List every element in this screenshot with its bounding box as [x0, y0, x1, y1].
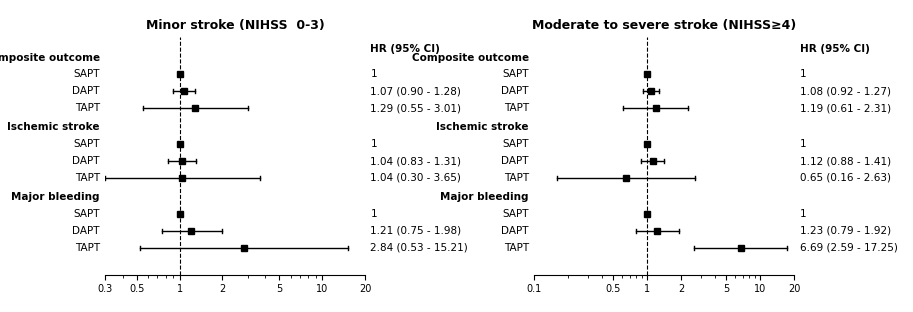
Text: TAPT: TAPT [504, 173, 529, 183]
Text: Major bleeding: Major bleeding [11, 192, 100, 202]
Text: 1.19 (0.61 - 2.31): 1.19 (0.61 - 2.31) [800, 103, 891, 113]
Text: TAPT: TAPT [75, 173, 100, 183]
Text: Major bleeding: Major bleeding [440, 192, 529, 202]
Text: TAPT: TAPT [504, 103, 529, 113]
Text: SAPT: SAPT [73, 70, 100, 80]
Text: 1: 1 [800, 70, 806, 80]
Text: 1.23 (0.79 - 1.92): 1.23 (0.79 - 1.92) [800, 226, 891, 236]
Text: 1.21 (0.75 - 1.98): 1.21 (0.75 - 1.98) [371, 226, 461, 236]
Text: DAPT: DAPT [72, 226, 100, 236]
Text: 1: 1 [800, 139, 806, 149]
Text: SAPT: SAPT [502, 209, 529, 219]
Text: DAPT: DAPT [501, 156, 529, 166]
Text: 1.29 (0.55 - 3.01): 1.29 (0.55 - 3.01) [371, 103, 461, 113]
Text: Ischemic stroke: Ischemic stroke [436, 122, 529, 132]
Text: 1.08 (0.92 - 1.27): 1.08 (0.92 - 1.27) [800, 86, 890, 96]
Text: Composite outcome: Composite outcome [412, 53, 529, 63]
Text: SAPT: SAPT [73, 209, 100, 219]
Text: 0.65 (0.16 - 2.63): 0.65 (0.16 - 2.63) [800, 173, 890, 183]
Text: 1.04 (0.30 - 3.65): 1.04 (0.30 - 3.65) [371, 173, 461, 183]
Text: Ischemic stroke: Ischemic stroke [7, 122, 100, 132]
Text: 2.84 (0.53 - 15.21): 2.84 (0.53 - 15.21) [371, 243, 468, 253]
Text: Composite outcome: Composite outcome [0, 53, 100, 63]
Text: DAPT: DAPT [72, 156, 100, 166]
Text: SAPT: SAPT [73, 139, 100, 149]
Text: 1: 1 [371, 139, 377, 149]
Text: TAPT: TAPT [75, 103, 100, 113]
Text: 1.07 (0.90 - 1.28): 1.07 (0.90 - 1.28) [371, 86, 461, 96]
Text: DAPT: DAPT [501, 86, 529, 96]
Text: 1.04 (0.83 - 1.31): 1.04 (0.83 - 1.31) [371, 156, 461, 166]
Text: 1.12 (0.88 - 1.41): 1.12 (0.88 - 1.41) [800, 156, 891, 166]
Title: Moderate to severe stroke (NIHSS≥4): Moderate to severe stroke (NIHSS≥4) [532, 19, 796, 32]
Text: TAPT: TAPT [75, 243, 100, 253]
Text: SAPT: SAPT [502, 139, 529, 149]
Text: SAPT: SAPT [502, 70, 529, 80]
Title: Minor stroke (NIHSS  0-3): Minor stroke (NIHSS 0-3) [146, 19, 324, 32]
Text: TAPT: TAPT [504, 243, 529, 253]
Text: HR (95% CI): HR (95% CI) [800, 44, 869, 54]
Text: DAPT: DAPT [72, 86, 100, 96]
Text: 1: 1 [371, 209, 377, 219]
Text: 6.69 (2.59 - 17.25): 6.69 (2.59 - 17.25) [800, 243, 897, 253]
Text: 1: 1 [800, 209, 806, 219]
Text: HR (95% CI): HR (95% CI) [371, 44, 440, 54]
Text: DAPT: DAPT [501, 226, 529, 236]
Text: 1: 1 [371, 70, 377, 80]
